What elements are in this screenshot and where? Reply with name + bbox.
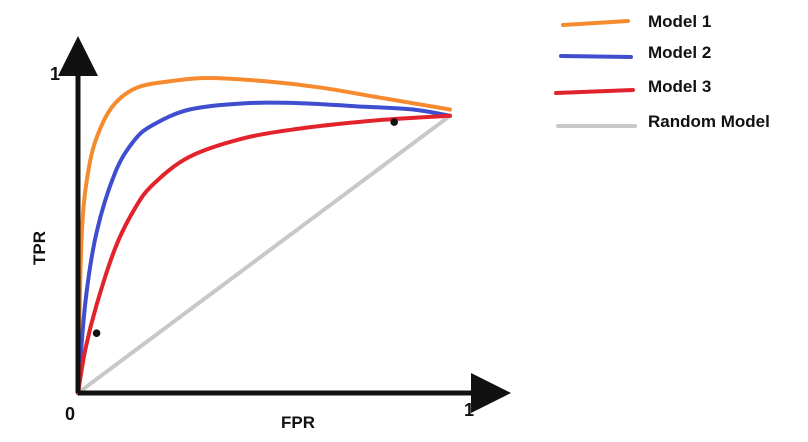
series-line-model-1 — [76, 76, 452, 395]
legend-swatch-model-2 — [559, 54, 633, 59]
data-point-marker-1 — [92, 329, 101, 337]
legend-swatch-model-3 — [554, 88, 635, 95]
legend-label-model-3: Model 3 — [648, 77, 711, 96]
legend-label-random-model: Random Model — [648, 112, 770, 131]
legend: Model 1 Model 2 Model 3 Random Model — [554, 12, 770, 131]
x-axis-label: FPR — [281, 413, 315, 432]
series-line-model-2 — [76, 100, 452, 395]
legend-label-model-2: Model 2 — [648, 43, 711, 62]
marker-layer — [92, 118, 399, 337]
data-point-marker-2 — [390, 118, 399, 126]
series-line-model-3 — [76, 113, 452, 395]
y-axis-label: TPR — [30, 231, 49, 265]
legend-swatch-model-1 — [561, 19, 630, 27]
x-tick-start-label: 0 — [65, 404, 75, 424]
legend-label-model-1: Model 1 — [648, 12, 711, 31]
x-tick-end-label: 1 — [464, 400, 474, 420]
y-tick-top-label: 1 — [50, 64, 60, 84]
series-layer — [76, 76, 452, 395]
series-line-random-model — [76, 113, 452, 395]
